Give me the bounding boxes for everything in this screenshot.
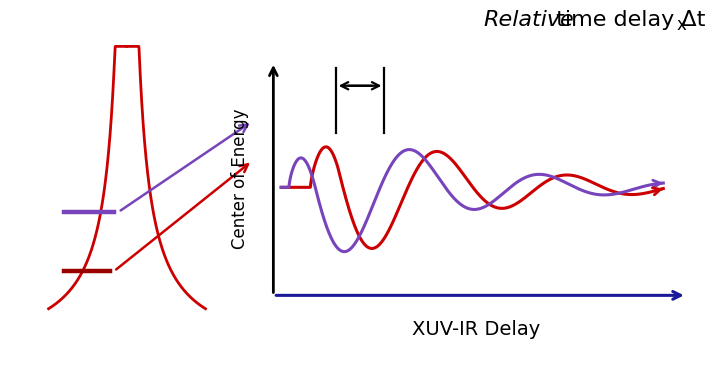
Text: Relative: Relative bbox=[483, 10, 574, 29]
Text: Center of Energy: Center of Energy bbox=[231, 109, 249, 249]
Text: time delay Δt: time delay Δt bbox=[549, 10, 705, 29]
Text: XUV-IR Delay: XUV-IR Delay bbox=[412, 320, 541, 339]
Text: x: x bbox=[677, 16, 687, 34]
